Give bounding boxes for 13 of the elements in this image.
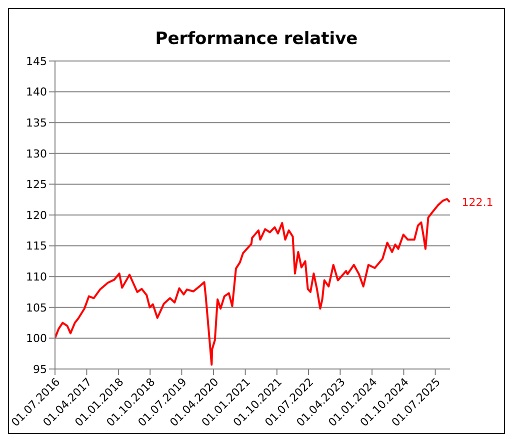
y-tick-label: 115: [26, 240, 47, 253]
y-tick-label: 135: [26, 116, 47, 130]
y-tick-label: 125: [26, 178, 47, 192]
y-tick-label: 95: [33, 362, 47, 376]
y-tick-label: 120: [26, 208, 47, 222]
y-tick-label: 130: [26, 147, 47, 160]
annotation: 122.1: [462, 196, 494, 209]
y-tick-label: 110: [26, 270, 47, 284]
chart-title: Performance relative: [154, 29, 359, 51]
y-tick-label: 145: [26, 54, 47, 68]
y-tick-label: 140: [26, 86, 47, 99]
y-tick-label: 105: [26, 301, 47, 314]
y-tick-label: 100: [26, 332, 47, 346]
